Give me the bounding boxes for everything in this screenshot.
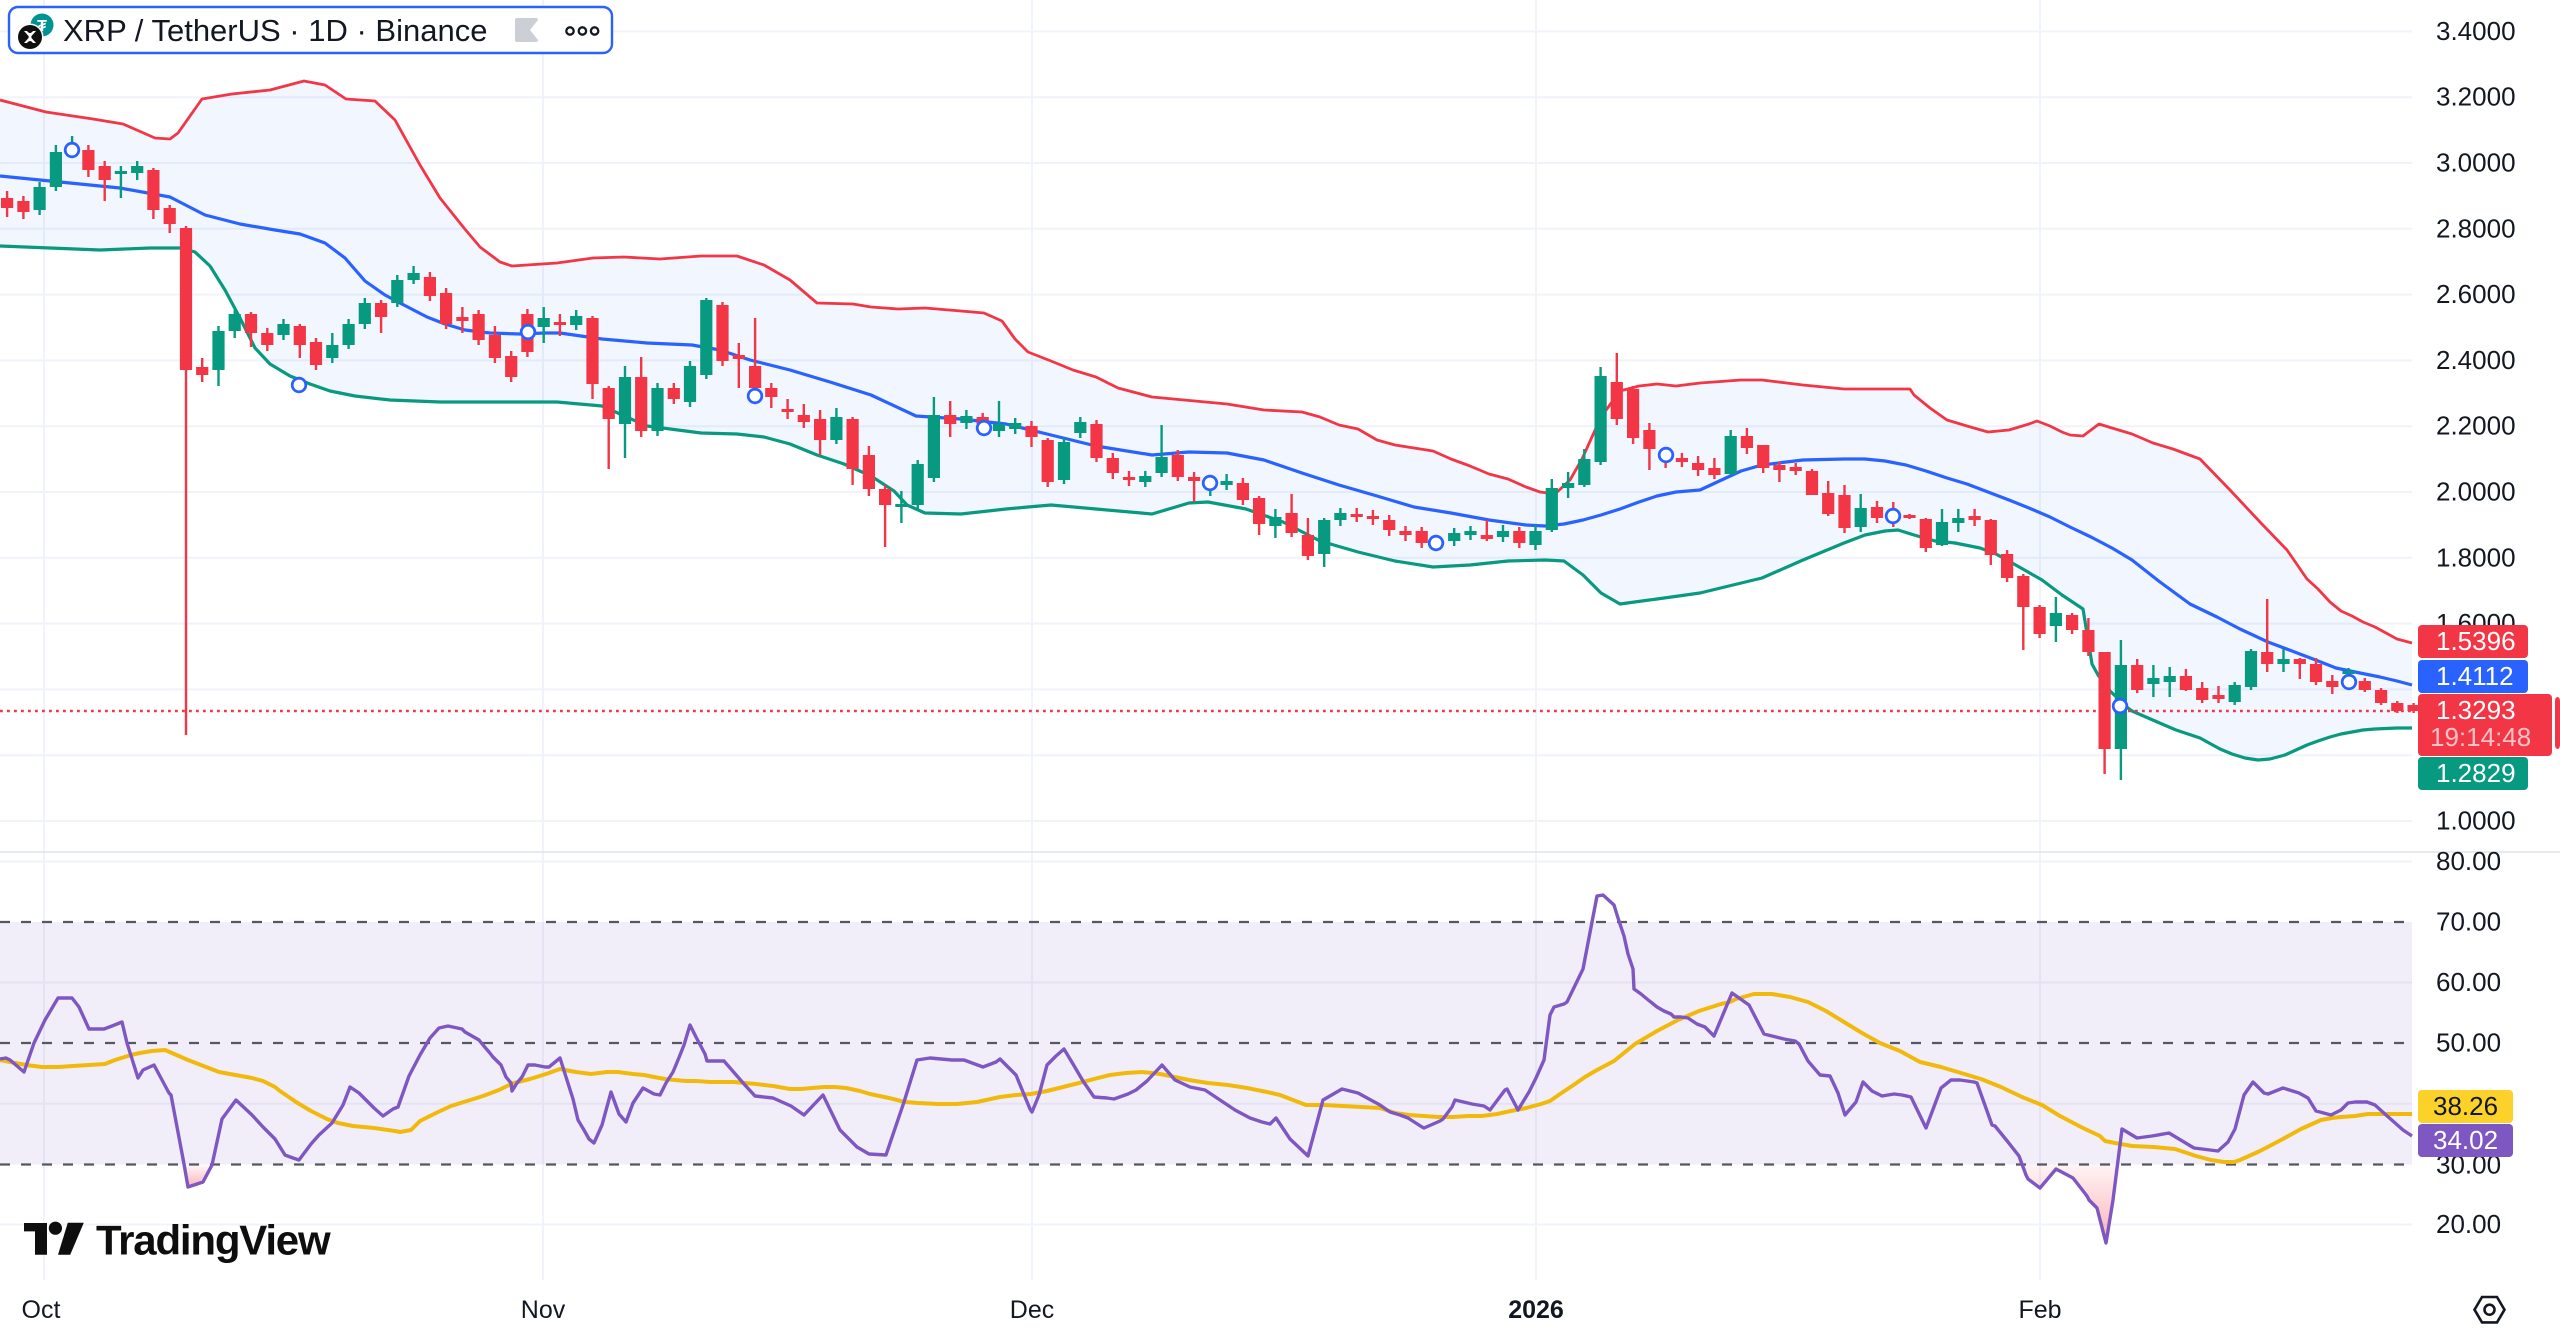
svg-text:2.8000: 2.8000 <box>2436 213 2516 243</box>
svg-text:₮: ₮ <box>37 18 47 35</box>
svg-text:2.0000: 2.0000 <box>2436 477 2516 507</box>
svg-text:2.6000: 2.6000 <box>2436 279 2516 309</box>
svg-text:Oct: Oct <box>22 1296 61 1324</box>
svg-text:Nov: Nov <box>521 1296 566 1324</box>
svg-text:50.00: 50.00 <box>2436 1028 2501 1058</box>
svg-text:XRP / TetherUS · 1D · Binance: XRP / TetherUS · 1D · Binance <box>63 13 487 48</box>
svg-text:34.02: 34.02 <box>2433 1125 2498 1155</box>
svg-text:1.2829: 1.2829 <box>2436 758 2516 788</box>
svg-text:70.00: 70.00 <box>2436 907 2501 937</box>
svg-text:20.00: 20.00 <box>2436 1209 2501 1239</box>
svg-text:3.0000: 3.0000 <box>2436 148 2516 178</box>
svg-text:1.8000: 1.8000 <box>2436 542 2516 572</box>
svg-text:19:14:48: 19:14:48 <box>2430 722 2531 752</box>
svg-text:2026: 2026 <box>1508 1296 1564 1324</box>
svg-text:3.2000: 3.2000 <box>2436 82 2516 112</box>
svg-text:60.00: 60.00 <box>2436 967 2501 997</box>
svg-text:1.3293: 1.3293 <box>2436 695 2516 725</box>
svg-text:TradingView: TradingView <box>96 1217 331 1264</box>
svg-text:Feb: Feb <box>2018 1296 2061 1324</box>
svg-text:38.26: 38.26 <box>2433 1091 2498 1121</box>
svg-text:2.2000: 2.2000 <box>2436 411 2516 441</box>
svg-text:Dec: Dec <box>1010 1296 1054 1324</box>
svg-text:80.00: 80.00 <box>2436 846 2501 876</box>
svg-text:1.0000: 1.0000 <box>2436 806 2516 836</box>
svg-text:1.4112: 1.4112 <box>2436 661 2514 691</box>
svg-text:1.5396: 1.5396 <box>2436 626 2516 656</box>
svg-text:2.4000: 2.4000 <box>2436 345 2516 375</box>
svg-text:3.4000: 3.4000 <box>2436 16 2516 46</box>
